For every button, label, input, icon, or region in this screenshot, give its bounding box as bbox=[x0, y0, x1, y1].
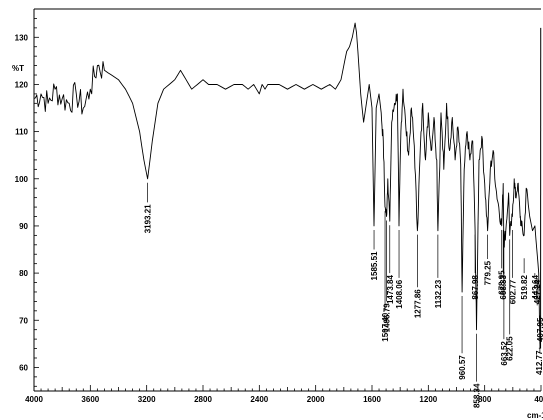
peak-label: 519.82 bbox=[520, 275, 529, 300]
peak-label: 602.77 bbox=[508, 279, 517, 304]
peak-label: 858.34 bbox=[472, 383, 481, 408]
x-tick-label: 4000 bbox=[25, 395, 43, 404]
peak-label: 427.24 bbox=[533, 279, 542, 304]
y-tick-label: 60 bbox=[19, 363, 28, 372]
y-tick-label: 100 bbox=[15, 175, 29, 184]
peak-label: 960.57 bbox=[458, 355, 467, 380]
peak-label: 678.95 bbox=[498, 270, 507, 295]
peak-label: 412.77 bbox=[535, 350, 543, 375]
peak-label: 1496.79 bbox=[383, 303, 392, 332]
peak-label: 1585.51 bbox=[370, 251, 379, 280]
peak-label: 1473.84 bbox=[386, 275, 395, 304]
y-tick-label: 120 bbox=[15, 80, 29, 89]
y-axis-label: %T bbox=[12, 64, 24, 73]
spectrum-line bbox=[33, 22, 542, 349]
y-tick-label: 80 bbox=[19, 269, 28, 278]
y-tick-label: 90 bbox=[19, 222, 28, 231]
peak-label: 3193.21 bbox=[144, 204, 153, 233]
peak-label: 443.64 bbox=[531, 275, 540, 300]
peak-label: 779.25 bbox=[484, 260, 493, 285]
x-tick-label: 800 bbox=[478, 395, 492, 404]
peak-label: 1408.06 bbox=[395, 279, 404, 308]
x-axis-unit-label: cm-1 bbox=[527, 411, 543, 420]
peak-label: 867.98 bbox=[471, 275, 480, 300]
y-tick-label: 110 bbox=[15, 128, 28, 137]
x-tick-label: 2400 bbox=[250, 395, 268, 404]
peak-label: 1277.86 bbox=[413, 289, 422, 318]
peak-label: 663.52 bbox=[500, 341, 509, 366]
peak-label: 407.95 bbox=[536, 317, 543, 342]
peak-label: 622.05 bbox=[506, 336, 515, 361]
peak-label: 1507.40 bbox=[381, 312, 390, 341]
x-tick-label: 3200 bbox=[138, 395, 156, 404]
y-tick-label: 70 bbox=[19, 316, 28, 325]
x-tick-label: 400 bbox=[534, 395, 543, 404]
x-tick-label: 2000 bbox=[307, 395, 325, 404]
y-tick-label: 130 bbox=[15, 33, 29, 42]
peak-label: 1132.23 bbox=[434, 279, 443, 308]
x-tick-label: 1600 bbox=[363, 395, 381, 404]
x-tick-label: 2800 bbox=[194, 395, 212, 404]
x-tick-label: 1200 bbox=[419, 395, 437, 404]
x-tick-label: 3600 bbox=[81, 395, 99, 404]
